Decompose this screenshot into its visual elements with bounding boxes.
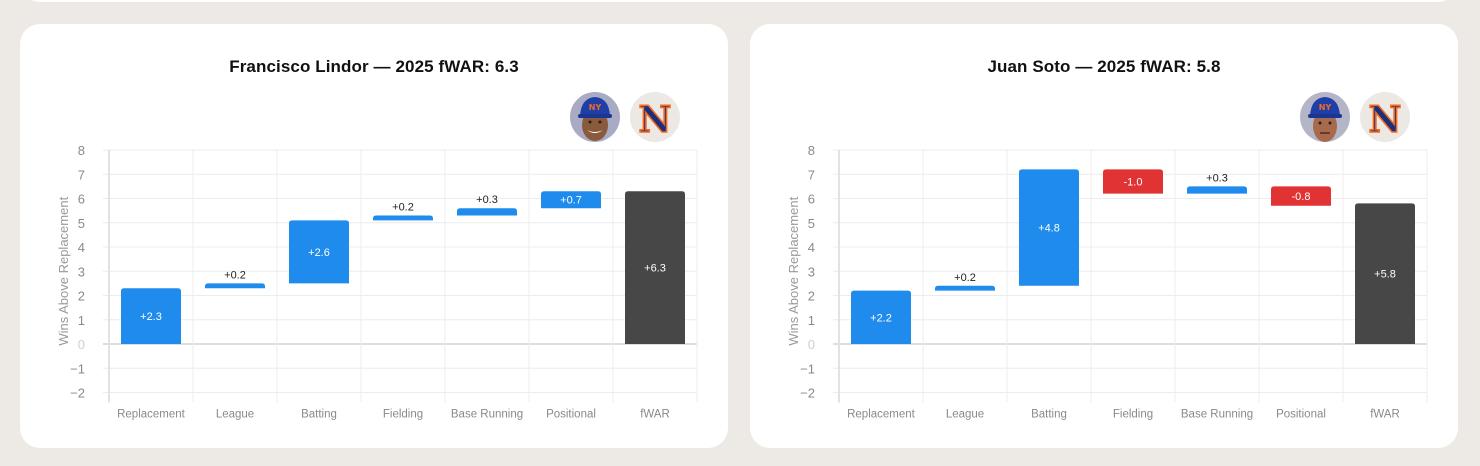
bar-fwar[interactable]: +6.3 xyxy=(625,191,685,344)
svg-text:N: N xyxy=(1369,99,1402,141)
chart-title: Juan Soto — 2025 fWAR: 5.8 xyxy=(987,57,1221,76)
y-tick-label: 6 xyxy=(808,192,815,207)
bar-value-label: -1.0 xyxy=(1124,177,1143,189)
y-tick-label: −1 xyxy=(70,361,85,376)
x-tick-label: Fielding xyxy=(383,409,423,421)
bar-league[interactable]: +0.2 xyxy=(935,272,995,291)
bar-value-label: +2.6 xyxy=(308,247,330,259)
x-tick-label: Fielding xyxy=(1113,409,1153,421)
y-tick-label: 3 xyxy=(78,264,85,279)
y-tick-label: 2 xyxy=(808,289,815,304)
y-tick-label: 6 xyxy=(78,192,85,207)
waterfall-chart: 8 7 6 5 4 3 2 1 0 −1 −2 Wins Above Replacement +2.3 R… xyxy=(56,143,698,421)
x-tick-label: fWAR xyxy=(640,409,670,421)
x-tick-label: Batting xyxy=(1031,409,1067,421)
y-tick-label: 4 xyxy=(78,240,85,255)
y-tick-label: 0 xyxy=(78,337,85,352)
x-tick-label: Batting xyxy=(301,409,337,421)
x-tick-label: Base Running xyxy=(451,409,523,421)
bar-replacement[interactable]: +2.2 xyxy=(851,290,911,344)
bar-replacement[interactable]: +2.3 xyxy=(121,288,181,344)
bar-batting[interactable]: +4.8 xyxy=(1019,169,1079,286)
svg-text:NY: NY xyxy=(589,103,602,112)
y-axis-title: Wins Above Replacement xyxy=(786,196,801,345)
bar-positional[interactable]: +0.7 xyxy=(541,191,601,209)
avatar-group: NY N xyxy=(1300,92,1410,142)
chart-title: Francisco Lindor — 2025 fWAR: 6.3 xyxy=(229,57,519,76)
x-tick-label: Positional xyxy=(1276,409,1326,421)
y-tick-label: −2 xyxy=(70,386,85,401)
waterfall-chart: 8 7 6 5 4 3 2 1 0 −1 −2 Wins Above Replacement +2.2 R… xyxy=(786,143,1428,421)
y-tick-label: 8 xyxy=(808,143,815,158)
y-tick-label: −2 xyxy=(800,386,815,401)
bar-fielding[interactable]: -1.0 xyxy=(1103,169,1163,194)
y-tick-label: 5 xyxy=(78,216,85,231)
bar-value-label: +4.8 xyxy=(1038,223,1060,235)
y-tick-label: 1 xyxy=(78,313,85,328)
y-tick-label: 0 xyxy=(808,337,815,352)
y-tick-label: −1 xyxy=(800,361,815,376)
y-tick-label: 2 xyxy=(78,289,85,304)
bar-value-label: +0.2 xyxy=(224,269,246,281)
y-tick-label: 8 xyxy=(78,143,85,158)
x-tick-label: fWAR xyxy=(1370,409,1400,421)
war-chart-card-soto: Juan Soto — 2025 fWAR: 5.8 NY N 8 7 6 5 4 3 2 1… xyxy=(750,24,1458,448)
x-tick-label: League xyxy=(216,409,254,421)
bar-fielding[interactable]: +0.2 xyxy=(373,201,433,221)
bar-value-label: +0.2 xyxy=(392,201,414,213)
bar-value-label: +0.7 xyxy=(560,195,582,207)
bar-value-label: +0.3 xyxy=(476,194,498,206)
bar-value-label: +0.3 xyxy=(1206,172,1228,184)
bar-value-label: +2.2 xyxy=(870,312,892,324)
y-tick-label: 3 xyxy=(808,264,815,279)
player-headshot-icon: NY xyxy=(570,92,620,142)
bar-value-label: +0.2 xyxy=(954,272,976,284)
y-tick-label: 7 xyxy=(808,167,815,182)
bar-value-label: +5.8 xyxy=(1374,269,1396,281)
y-axis-title: Wins Above Replacement xyxy=(56,196,71,345)
bar-batting[interactable]: +2.6 xyxy=(289,220,349,284)
player-headshot-icon: NY xyxy=(1300,92,1350,142)
bar-fwar[interactable]: +5.8 xyxy=(1355,203,1415,344)
bar-positional[interactable]: -0.8 xyxy=(1271,186,1331,206)
bar-base-running[interactable]: +0.3 xyxy=(1187,172,1247,194)
bar-league[interactable]: +0.2 xyxy=(205,269,265,289)
war-chart-card-lindor: Francisco Lindor — 2025 fWAR: 6.3 NY N 8… xyxy=(20,24,728,448)
x-tick-label: Positional xyxy=(546,409,596,421)
mets-logo-icon: N xyxy=(630,92,680,142)
y-tick-label: 7 xyxy=(78,167,85,182)
avatar-group: NY N xyxy=(570,92,680,142)
svg-text:N: N xyxy=(639,99,672,141)
y-tick-label: 1 xyxy=(808,313,815,328)
bar-base-running[interactable]: +0.3 xyxy=(457,194,517,216)
x-tick-label: League xyxy=(946,409,984,421)
x-tick-label: Replacement xyxy=(847,409,916,421)
previous-card-edge xyxy=(20,0,1458,2)
bar-value-label: +2.3 xyxy=(140,311,162,323)
x-tick-label: Replacement xyxy=(117,409,186,421)
y-tick-label: 4 xyxy=(808,240,815,255)
mets-logo-icon: N xyxy=(1360,92,1410,142)
bar-value-label: -0.8 xyxy=(1292,191,1311,203)
bar-value-label: +6.3 xyxy=(644,263,666,275)
svg-text:NY: NY xyxy=(1319,103,1332,112)
y-tick-label: 5 xyxy=(808,216,815,231)
x-tick-label: Base Running xyxy=(1181,409,1253,421)
